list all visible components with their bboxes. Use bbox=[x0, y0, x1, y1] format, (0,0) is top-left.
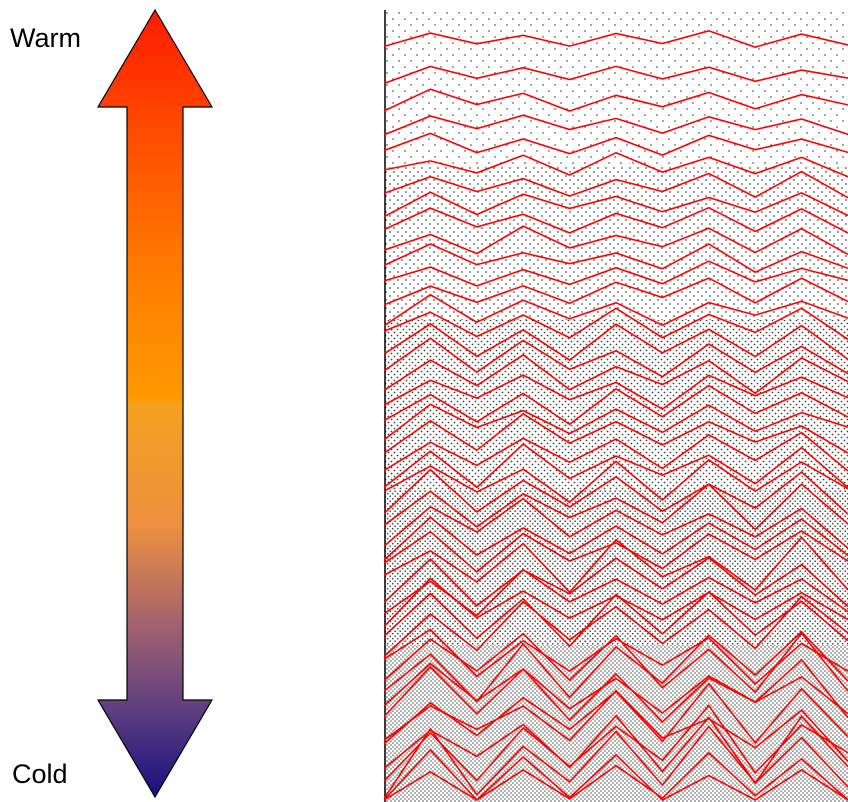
red-zigzag-line bbox=[384, 714, 848, 785]
red-zigzag-line bbox=[384, 577, 848, 628]
red-zigzag-line bbox=[384, 530, 848, 573]
red-zigzag-line bbox=[384, 556, 848, 608]
red-zigzag-line bbox=[384, 431, 848, 472]
red-zigzag-line bbox=[384, 595, 848, 658]
red-zigzag-line bbox=[384, 536, 848, 594]
temperature-arrow bbox=[96, 8, 214, 799]
stratified-lines-panel bbox=[384, 10, 848, 802]
red-zigzag-line bbox=[384, 384, 848, 426]
red-zigzag-line bbox=[384, 260, 848, 287]
red-zigzag-line bbox=[384, 751, 848, 801]
red-zigzag-line bbox=[384, 337, 848, 378]
red-zigzag-line bbox=[384, 88, 848, 112]
red-zigzag-line bbox=[384, 468, 848, 515]
red-zigzag-line bbox=[384, 374, 848, 411]
red-zigzag-line bbox=[384, 497, 848, 549]
warm-label: Warm bbox=[10, 23, 81, 53]
red-zigzag-line bbox=[384, 682, 848, 745]
red-zigzag-line bbox=[384, 114, 848, 136]
red-zigzag-line bbox=[384, 151, 848, 178]
red-zigzag-line bbox=[384, 307, 848, 341]
double-arrow-shape bbox=[96, 8, 214, 799]
red-zigzag-lines bbox=[384, 29, 848, 802]
red-zigzag-line bbox=[384, 748, 848, 802]
dot-band-sparse bbox=[384, 10, 848, 165]
red-zigzag-line bbox=[384, 65, 848, 85]
red-zigzag-line bbox=[384, 293, 848, 327]
red-zigzag-line bbox=[384, 243, 848, 274]
red-zigzag-line bbox=[384, 225, 848, 256]
red-zigzag-line bbox=[384, 29, 848, 48]
red-zigzag-line bbox=[384, 412, 848, 454]
cold-label: Cold bbox=[12, 759, 68, 789]
red-zigzag-line bbox=[384, 170, 848, 199]
red-zigzag-line bbox=[384, 658, 848, 719]
red-zigzag-line bbox=[384, 191, 848, 218]
red-zigzag-line bbox=[384, 458, 848, 504]
red-zigzag-line bbox=[384, 704, 848, 782]
red-zigzag-line bbox=[384, 132, 848, 156]
red-zigzag-line bbox=[384, 322, 848, 362]
red-zigzag-line bbox=[384, 277, 848, 306]
red-zigzag-line bbox=[384, 665, 848, 724]
dot-band-densest bbox=[384, 645, 848, 802]
red-zigzag-line bbox=[384, 590, 848, 648]
red-zigzag-line bbox=[384, 206, 848, 234]
red-zigzag-line bbox=[384, 516, 848, 561]
dot-band-dense bbox=[384, 320, 848, 490]
dot-band-medium bbox=[384, 165, 848, 320]
red-zigzag-line bbox=[384, 483, 848, 531]
red-zigzag-line bbox=[384, 443, 848, 489]
red-zigzag-line bbox=[384, 353, 848, 395]
red-zigzag-line bbox=[384, 725, 848, 800]
red-zigzag-line bbox=[384, 632, 848, 694]
red-zigzag-line bbox=[384, 403, 848, 441]
red-zigzag-line bbox=[384, 630, 848, 703]
